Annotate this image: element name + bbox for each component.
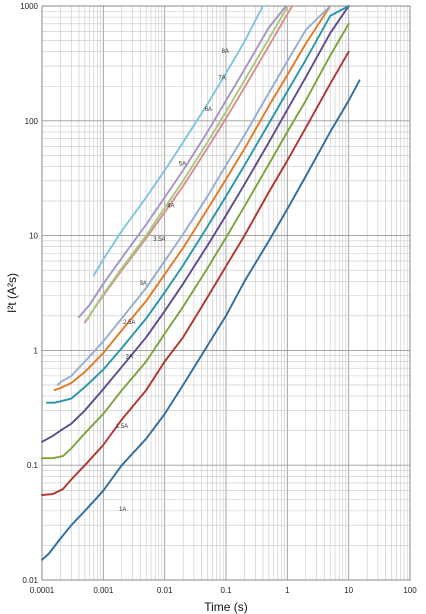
y-axis-title: I²t (A²s) <box>5 273 19 313</box>
series-line-3-5a <box>53 5 332 392</box>
y-tick-label: 10 <box>29 232 38 241</box>
series-label-7a: 7A <box>218 75 225 81</box>
y-tick-label: 0.01 <box>22 576 38 585</box>
y-tick-label: 0.1 <box>27 461 39 470</box>
x-tick-label: 100 <box>403 586 417 595</box>
series-line-7a <box>77 5 287 319</box>
series-label-1-5a: 1.5A <box>116 424 128 430</box>
series-label-3a: 3A <box>140 281 147 287</box>
series-labels: 1A 1.5A 2A 2.5A 3A 3.5A 4A 5A 6A 7A 8A <box>116 49 229 513</box>
x-tick-labels: 0.0001 0.001 0.01 0.1 1 10 100 <box>30 586 417 595</box>
series-label-1a: 1A <box>119 507 126 513</box>
series-line-2-5a <box>41 5 350 443</box>
series-label-4a: 4A <box>167 204 174 210</box>
series-label-2-5a: 2.5A <box>123 320 135 326</box>
series-label-6a: 6A <box>205 107 212 113</box>
y-tick-label: 1 <box>34 346 39 355</box>
series-layer <box>41 5 361 561</box>
plot-frame <box>41 5 411 581</box>
series-label-3-5a: 3.5A <box>153 237 165 243</box>
series-line-4a <box>56 5 332 386</box>
series-line-6a <box>86 5 290 321</box>
series-line-1a <box>41 79 361 561</box>
y-tick-label: 1000 <box>20 2 38 11</box>
series-line-3a <box>45 5 350 404</box>
y-tick-label: 100 <box>25 117 39 126</box>
x-axis-title: Time (s) <box>204 600 248 614</box>
series-line-8a <box>92 5 264 277</box>
series-line-2a <box>41 22 350 460</box>
x-tick-label: 10 <box>344 586 353 595</box>
series-label-8a: 8A <box>222 49 229 55</box>
x-tick-label: 0.1 <box>220 586 232 595</box>
x-tick-label: 1 <box>285 586 290 595</box>
x-tick-label: 0.001 <box>93 586 114 595</box>
series-line-1-5a <box>41 50 350 496</box>
x-tick-label: 0.01 <box>157 586 173 595</box>
series-label-2a: 2A <box>126 355 133 361</box>
x-tick-label: 0.0001 <box>30 586 55 595</box>
y-tick-labels: 1000 100 10 1 0.1 0.01 <box>20 2 38 585</box>
series-label-5a: 5A <box>179 161 186 167</box>
